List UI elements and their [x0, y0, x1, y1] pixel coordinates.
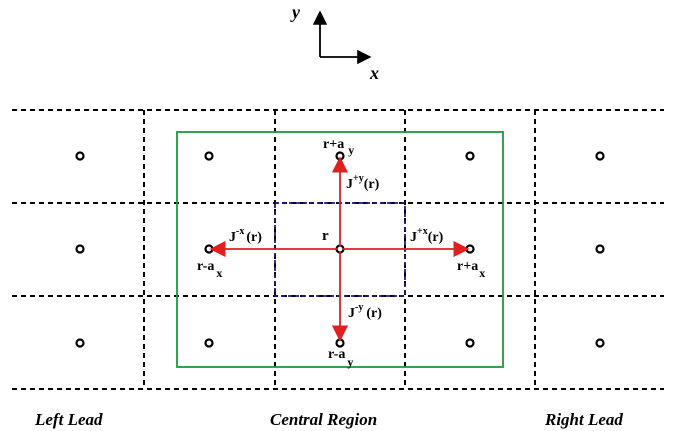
current-label-down: J-y (r) [348, 302, 382, 321]
region-label-central: Central Region [270, 410, 377, 429]
coordinate-axes: y x [290, 2, 379, 83]
current-arrows [209, 156, 470, 342]
site-label-left: r-a x [197, 259, 222, 280]
current-label-up: J+y(r) [346, 173, 380, 192]
site-label-up: r+a y [323, 137, 354, 157]
lattice-site [465, 338, 475, 348]
lattice-site-down [335, 338, 345, 348]
lattice-site [595, 151, 605, 161]
current-label-left: J-x (r) [229, 226, 262, 245]
lattice-site [595, 338, 605, 348]
lattice-site-left [204, 244, 214, 254]
central-region-box [176, 131, 504, 368]
lattice-site [465, 151, 475, 161]
lattice-site-up [335, 151, 345, 161]
region-label-left-lead: Left Lead [34, 410, 103, 429]
lattice-site-center [335, 244, 345, 254]
lattice-site-right [465, 244, 475, 254]
lattice-site [75, 151, 85, 161]
lattice-site [75, 338, 85, 348]
region-label-right-lead: Right Lead [544, 410, 623, 429]
x-axis-label: x [369, 63, 379, 83]
site-label-down: r-a y [328, 347, 353, 369]
lattice-site [595, 244, 605, 254]
site-label-right: r+ax [457, 259, 485, 280]
lattice-site [204, 338, 214, 348]
lattice-site [75, 244, 85, 254]
current-label-right: J+x(r) [410, 226, 444, 245]
y-axis-label: y [290, 2, 301, 22]
lattice-site [204, 151, 214, 161]
site-label-center: r [322, 228, 329, 244]
